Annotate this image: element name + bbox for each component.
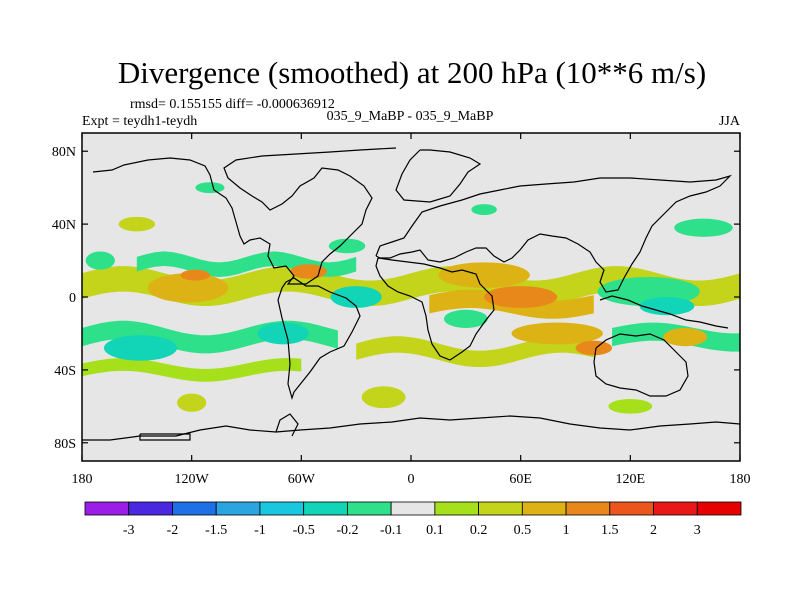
- chart-title: Divergence (smoothed) at 200 hPa (10**6 …: [118, 55, 706, 90]
- field-blob-10: [330, 286, 382, 308]
- colorbar-box-5: [303, 501, 348, 516]
- coast-greenland: [395, 149, 482, 203]
- coast-africa: [375, 257, 495, 361]
- coast-south-island-strip: [139, 433, 191, 441]
- field-blob-25: [471, 204, 497, 216]
- colorbar-label-6: -0.1: [380, 523, 402, 538]
- y-tick-labels: 80N 40N 0 40S 80S: [52, 145, 76, 452]
- colorbar-box-4: [259, 501, 305, 516]
- colorbar-label-10: 1: [563, 523, 570, 538]
- field-blob-29: [85, 251, 115, 270]
- colorbar-box-8: [434, 501, 480, 516]
- field-blob-19: [639, 297, 695, 316]
- field-blob-7: [147, 273, 229, 303]
- y-tick-label-3: 40S: [54, 364, 76, 379]
- y-tick-label-1: 40N: [52, 218, 76, 233]
- field-blob-17: [575, 340, 613, 356]
- field-blob-28: [608, 399, 653, 414]
- field-blob-27: [177, 393, 207, 412]
- x-tick-label-3: 0: [408, 472, 415, 487]
- field-band-0: [82, 266, 740, 306]
- expt-label: Expt = teydh1-teydh: [82, 114, 197, 129]
- axis-ticks: [81, 133, 741, 461]
- field-blob-22: [118, 216, 156, 232]
- x-tick-label-1: 120W: [175, 472, 210, 487]
- colorbar-label-11: 1.5: [601, 523, 619, 538]
- coast-maritime-continent: [599, 295, 729, 329]
- colorbar-label-8: 0.2: [470, 523, 488, 538]
- field-blob-11: [257, 322, 309, 345]
- colorbar: [84, 501, 742, 516]
- field-band-6: [82, 358, 302, 382]
- colorbar-box-14: [696, 501, 742, 516]
- colorbar-label-0: -3: [123, 523, 135, 538]
- colorbar-label-9: 0.5: [514, 523, 532, 538]
- stats-label: rmsd= 0.155155 diff= -0.000636912: [130, 97, 335, 112]
- coastlines: [82, 147, 740, 441]
- colorbar-box-13: [653, 501, 698, 516]
- colorbar-box-7: [390, 501, 436, 516]
- colorbar-box-11: [565, 501, 611, 516]
- field-blob-12: [103, 335, 178, 361]
- x-tick-label-6: 180: [730, 472, 751, 487]
- divergence-fields: [82, 182, 740, 414]
- field-blob-21: [674, 218, 733, 237]
- x-tick-label-2: 60W: [288, 472, 316, 487]
- y-tick-label-0: 80N: [52, 145, 76, 160]
- colorbar-box-6: [346, 501, 392, 516]
- colorbar-label-5: -0.2: [336, 523, 358, 538]
- x-tick-label-5: 120E: [616, 472, 646, 487]
- field-blob-26: [361, 386, 406, 409]
- colorbar-labels: -3 -2 -1.5 -1 -0.5 -0.2 -0.1 0.1 0.2 0.5 1 1.5 2 3: [123, 523, 701, 538]
- field-blob-16: [511, 322, 603, 345]
- colorbar-box-9: [478, 501, 523, 516]
- coast-australia: [593, 333, 689, 397]
- coast-south-america: [277, 277, 361, 401]
- field-blob-15: [443, 309, 488, 328]
- plot-area: [81, 132, 741, 462]
- x-tick-label-4: 60E: [509, 472, 532, 487]
- coast-north-america: [92, 147, 397, 285]
- season-label: JJA: [719, 114, 741, 129]
- field-blob-24: [195, 182, 225, 194]
- x-tick-labels: 180 120W 60W 0 60E 120E 180: [72, 472, 751, 487]
- colorbar-box-1: [128, 501, 173, 516]
- coast-antarctic-peninsula: [275, 413, 299, 437]
- field-blob-20: [663, 327, 708, 347]
- field-blob-23: [328, 238, 366, 254]
- field-blob-8: [180, 269, 210, 281]
- colorbar-box-0: [84, 501, 130, 516]
- y-tick-label-4: 80S: [54, 437, 76, 452]
- colorbar-label-12: 2: [650, 523, 657, 538]
- colorbar-label-7: 0.1: [426, 523, 444, 538]
- coast-eurasia: [375, 174, 733, 293]
- coast-antarctica: [82, 415, 740, 441]
- colorbar-box-2: [172, 501, 217, 516]
- case-label: 035_9_MaBP - 035_9_MaBP: [327, 109, 494, 124]
- colorbar-box-12: [609, 501, 654, 516]
- field-blob-14: [484, 286, 558, 308]
- field-band-5: [356, 336, 594, 367]
- colorbar-label-1: -2: [167, 523, 179, 538]
- colorbar-label-13: 3: [694, 523, 701, 538]
- colorbar-label-4: -0.5: [293, 523, 315, 538]
- colorbar-box-10: [521, 501, 567, 516]
- colorbar-label-3: -1: [254, 523, 266, 538]
- y-tick-label-2: 0: [69, 291, 76, 306]
- field-blob-9: [290, 264, 327, 279]
- colorbar-box-3: [215, 501, 261, 516]
- x-tick-label-0: 180: [72, 472, 93, 487]
- colorbar-label-2: -1.5: [205, 523, 227, 538]
- field-blob-13: [438, 262, 530, 288]
